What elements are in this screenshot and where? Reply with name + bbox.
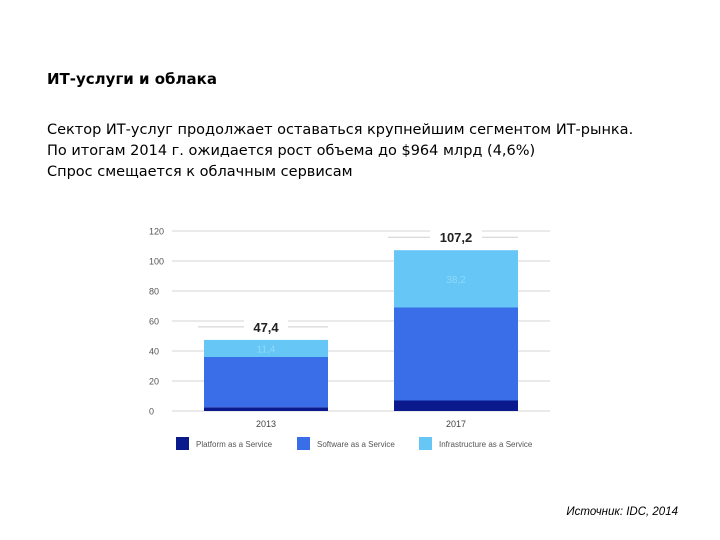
y-tick-label: 0 <box>149 407 154 417</box>
bar-segment <box>394 400 518 411</box>
y-tick-label: 60 <box>149 317 159 327</box>
total-label-bg <box>430 228 482 247</box>
slide-title: ИТ-услуги и облака <box>47 70 217 88</box>
total-label-bg <box>244 317 288 336</box>
legend-swatch <box>419 437 432 450</box>
bar-segment <box>204 357 328 408</box>
bar-segment <box>204 407 328 411</box>
legend-label: Infrastructure as a Service <box>439 440 533 449</box>
x-category-label: 2017 <box>446 419 466 429</box>
legend-label: Platform as a Service <box>196 440 273 449</box>
slide-body: Сектор ИТ-услуг продолжает оставаться кр… <box>47 120 633 183</box>
y-tick-label: 80 <box>149 287 159 297</box>
bar-segment <box>394 307 518 401</box>
total-value-label: 47,4 <box>253 320 279 335</box>
legend-label: Software as a Service <box>317 440 395 449</box>
bar-segment <box>394 250 518 308</box>
x-category-label: 2013 <box>256 419 276 429</box>
total-value-label: 107,2 <box>440 230 473 245</box>
body-line-1: Сектор ИТ-услуг продолжает оставаться кр… <box>47 122 634 138</box>
bar-segment <box>204 339 328 357</box>
segment-value-label: 38,2 <box>446 275 466 286</box>
legend-swatch <box>297 437 310 450</box>
y-tick-label: 20 <box>149 377 159 387</box>
segment-value-label: 11,4 <box>257 344 276 355</box>
body-line-2: По итогам 2014 г. ожидается рост объема … <box>47 143 536 159</box>
source-note: Источник: IDC, 2014 <box>566 506 678 518</box>
y-tick-label: 120 <box>149 227 164 237</box>
legend-swatch <box>176 437 189 450</box>
y-tick-label: 100 <box>149 257 164 267</box>
body-line-3: Спрос смещается к облачным сервисам <box>47 164 353 180</box>
y-tick-label: 40 <box>149 347 159 357</box>
